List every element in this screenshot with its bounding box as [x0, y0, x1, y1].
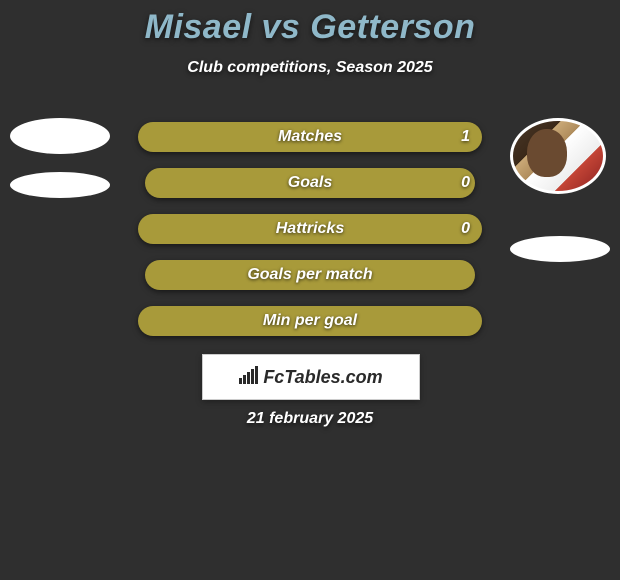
stat-bar-row: Matches1	[138, 122, 482, 152]
logo-text: FcTables.com	[263, 367, 382, 388]
logo-box: FcTables.com	[202, 354, 420, 400]
stat-bar-label: Goals per match	[138, 260, 482, 290]
avatar-placeholder-oval	[510, 236, 610, 262]
player-photo-face	[527, 129, 567, 177]
player-left-avatar	[10, 118, 110, 198]
page-title: Misael vs Getterson	[0, 0, 620, 47]
comparison-card: Misael vs Getterson Club competitions, S…	[0, 0, 620, 580]
stat-bar-label: Matches	[138, 122, 482, 152]
stat-bar-value-right: 0	[461, 168, 470, 198]
player-photo	[510, 118, 606, 194]
avatar-placeholder-oval	[10, 118, 110, 154]
footer-date: 21 february 2025	[0, 410, 620, 428]
stat-bar-row: Goals per match	[138, 260, 482, 290]
stat-bars: Matches1Goals0Hattricks0Goals per matchM…	[138, 122, 482, 352]
stat-bar-value-right: 0	[461, 214, 470, 244]
stat-bar-row: Goals0	[138, 168, 482, 198]
stat-bar-label: Hattricks	[138, 214, 482, 244]
logo: FcTables.com	[239, 366, 382, 389]
stat-bar-value-right: 1	[461, 122, 470, 152]
avatar-placeholder-oval	[10, 172, 110, 198]
page-subtitle: Club competitions, Season 2025	[0, 59, 620, 77]
stat-bar-label: Min per goal	[138, 306, 482, 336]
stat-bar-label: Goals	[138, 168, 482, 198]
bar-chart-icon	[239, 366, 259, 389]
stat-bar-row: Hattricks0	[138, 214, 482, 244]
stat-bar-row: Min per goal	[138, 306, 482, 336]
player-right-avatar	[510, 118, 610, 262]
